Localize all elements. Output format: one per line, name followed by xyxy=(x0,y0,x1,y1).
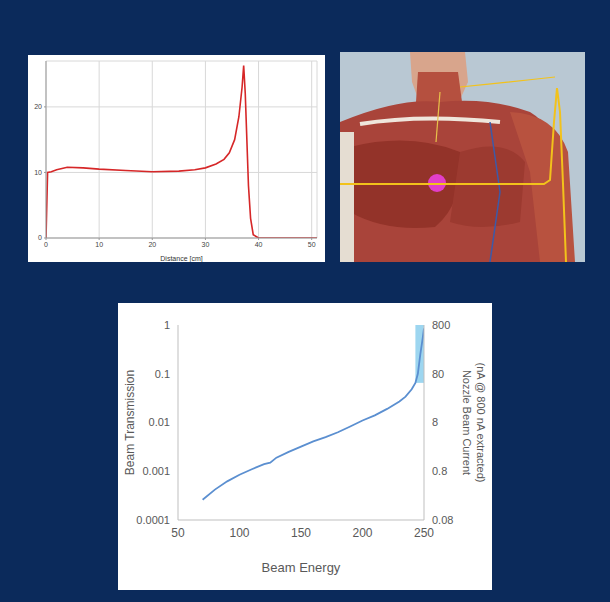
svg-text:0.1: 0.1 xyxy=(155,368,170,380)
svg-text:200: 200 xyxy=(352,526,372,540)
svg-text:1: 1 xyxy=(164,319,170,331)
svg-text:(nA @ 800 nA extracted): (nA @ 800 nA extracted) xyxy=(475,362,487,482)
svg-text:Distance [cm]: Distance [cm] xyxy=(160,255,202,262)
svg-text:10: 10 xyxy=(95,241,103,248)
svg-text:0.0001: 0.0001 xyxy=(136,514,170,526)
svg-text:Beam Transmission: Beam Transmission xyxy=(123,370,137,475)
svg-text:150: 150 xyxy=(291,526,311,540)
svg-text:30: 30 xyxy=(202,241,210,248)
svg-text:50: 50 xyxy=(308,241,316,248)
svg-text:0.001: 0.001 xyxy=(142,465,170,477)
svg-text:80: 80 xyxy=(432,368,444,380)
svg-text:20: 20 xyxy=(148,241,156,248)
svg-text:800: 800 xyxy=(432,319,450,331)
svg-text:250: 250 xyxy=(414,526,434,540)
svg-text:0.08: 0.08 xyxy=(432,514,453,526)
svg-text:8: 8 xyxy=(432,416,438,428)
svg-text:0.8: 0.8 xyxy=(432,465,447,477)
svg-text:Nozzle Beam Current: Nozzle Beam Current xyxy=(461,370,473,475)
svg-text:20: 20 xyxy=(34,103,42,110)
svg-text:10: 10 xyxy=(34,169,42,176)
svg-text:0: 0 xyxy=(38,234,42,241)
svg-text:0: 0 xyxy=(44,241,48,248)
svg-text:0.01: 0.01 xyxy=(149,416,170,428)
svg-text:Beam Energy: Beam Energy xyxy=(262,560,341,575)
svg-text:40: 40 xyxy=(255,241,263,248)
svg-text:100: 100 xyxy=(229,526,249,540)
svg-text:50: 50 xyxy=(171,526,185,540)
